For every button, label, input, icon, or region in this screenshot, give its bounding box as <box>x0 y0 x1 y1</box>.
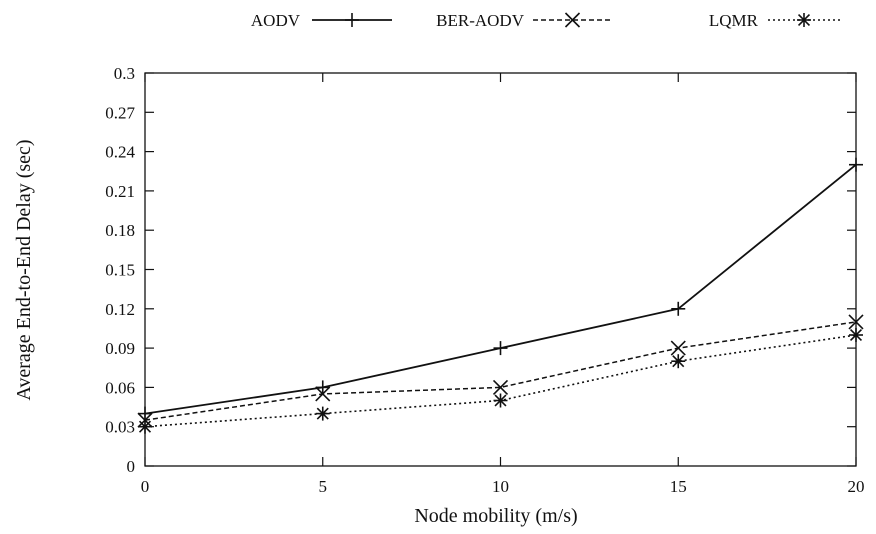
legend-item-aodv: AODV <box>251 11 392 30</box>
data-point-ber-aodv <box>848 314 864 330</box>
legend-marker <box>345 13 359 27</box>
x-tick-label: 5 <box>319 477 328 496</box>
data-point-lqmr <box>315 406 330 421</box>
y-tick-label: 0.06 <box>105 378 135 397</box>
legend-label: AODV <box>251 11 301 30</box>
y-tick-label: 0.24 <box>105 143 135 162</box>
y-tick-label: 0.03 <box>105 418 135 437</box>
x-tick-label: 15 <box>670 477 687 496</box>
data-point-aodv <box>315 380 330 395</box>
y-tick-label: 0.18 <box>105 221 135 240</box>
data-point-lqmr <box>671 354 686 369</box>
data-point-lqmr <box>138 419 152 434</box>
series-lines <box>137 157 864 434</box>
x-tick-label: 10 <box>492 477 509 496</box>
y-tick-label: 0 <box>127 457 136 476</box>
y-tick-label: 0.15 <box>105 261 135 280</box>
y-tick-label: 0.12 <box>105 300 135 319</box>
y-tick-label: 0.3 <box>114 64 135 83</box>
x-axis-title: Node mobility (m/s) <box>414 505 577 527</box>
y-tick-label: 0.09 <box>105 339 135 358</box>
x-tick-label: 0 <box>141 477 150 496</box>
data-point-ber-aodv <box>315 386 331 402</box>
data-point-lqmr <box>493 393 508 408</box>
series-ber-aodv <box>137 314 864 428</box>
data-point-ber-aodv <box>670 340 686 356</box>
legend-item-lqmr: LQMR <box>709 11 840 30</box>
ticks: 0 0.03 0.06 0.09 0.12 0.15 0.18 0.21 0.24 0.27 0.3… <box>105 64 864 496</box>
data-point-lqmr <box>849 328 863 342</box>
legend-label: BER-AODV <box>436 11 525 30</box>
series-aodv <box>138 157 863 421</box>
x-tick-label: 20 <box>848 477 865 496</box>
legend-marker <box>564 12 581 28</box>
data-point-aodv <box>493 341 508 356</box>
data-point-aodv <box>849 157 863 172</box>
legend: AODV BER-AODV LQMR <box>251 11 840 30</box>
y-axis-title: Average End-to-End Delay (sec) <box>13 139 35 400</box>
data-point-aodv <box>138 406 152 421</box>
series-lqmr <box>138 328 863 434</box>
legend-marker <box>797 13 811 27</box>
y-tick-label: 0.27 <box>105 103 135 122</box>
y-tick-label: 0.21 <box>105 182 135 201</box>
legend-label: LQMR <box>709 11 759 30</box>
legend-item-ber-aodv: BER-AODV <box>436 11 612 30</box>
data-point-aodv <box>671 301 686 316</box>
series-line-aodv <box>144 164 857 415</box>
data-point-ber-aodv <box>492 379 509 395</box>
